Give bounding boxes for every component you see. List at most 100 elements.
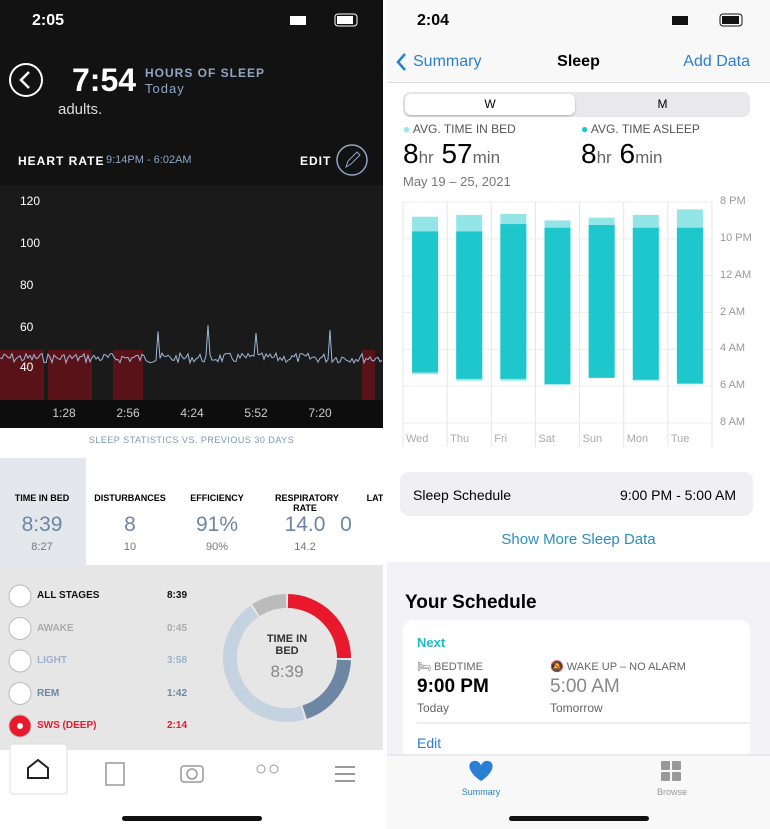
home-indicator [509,816,649,821]
y-tick-label: 40 [20,360,34,374]
heart-axis-bg [0,400,383,428]
camera-icon[interactable] [180,765,204,783]
stat-label: TIME IN BED [14,493,70,503]
stat-label: RESPIRATORY RATE [275,493,339,513]
in-bed-label-text: AVG. TIME IN BED [412,122,516,136]
donut-segment [252,594,287,617]
heart-rate-line [0,325,383,365]
wake-label-text: WAKE UP – NO ALARM [566,661,686,673]
stat-label: LAT [366,493,383,503]
stage-name: REM [37,687,60,699]
stat-pointer [38,565,58,573]
y-tick-label: 8 PM [720,195,746,207]
stat-previous: 14.2 [294,541,316,553]
journal-icon[interactable] [105,762,125,786]
team-icon[interactable] [256,764,266,774]
signal-icon [290,16,306,25]
tab-summary[interactable]: Summary [461,787,501,797]
stage-name: AWAKE [37,622,74,634]
stat-value: 0 [340,513,352,536]
y-tick-label: 4 AM [720,342,746,355]
schedule-value: 9:00 PM - 5:00 AM [620,487,736,503]
browse-icon-3 [661,772,670,781]
minutes: 6 [619,138,636,169]
segment-m[interactable]: M [657,97,668,111]
camera-lens [186,768,198,780]
active-stat-bg [0,458,86,565]
back-arrow [19,71,30,89]
asleep-bar [544,227,571,385]
battery-level [722,16,739,24]
menu-icon[interactable] [335,766,355,782]
y-tick-label: 80 [20,278,34,292]
asleep-value: 8hr 6min [581,138,662,170]
stat-value: 8:39 [21,513,63,536]
back-link[interactable]: Summary [413,53,482,70]
right-graphics [387,13,770,829]
asleep-label-text: AVG. TIME ASLEEP [590,122,700,136]
y-tick-label: 120 [20,194,41,208]
team-icon-2 [269,764,279,774]
day-label: Tue [670,433,690,445]
y-tick-label: 10 PM [720,231,752,244]
stage-name: ALL STAGES [37,590,100,601]
day-label: Thu [450,433,470,445]
stage-duration: 2:14 [166,720,187,731]
edit-label[interactable]: EDIT [300,154,332,168]
add-data[interactable]: Add Data [683,53,750,70]
y-tick-label: 12 AM [720,268,752,281]
status-time: 2:05 [32,12,65,29]
browse-icon[interactable] [661,761,670,770]
schedule-card [403,620,750,760]
more-link[interactable]: Show More Sleep Data [501,531,656,548]
heart-rate-title: HEART RATE [18,154,105,168]
minutes: 57 [441,138,473,169]
nav-bar [387,0,770,83]
stage-radio[interactable] [8,649,32,673]
radio-dot [17,723,23,729]
stat-value: 8 [124,513,136,536]
donut-segment [287,594,351,659]
unit: min [635,148,663,167]
segment-w[interactable]: W [405,94,575,115]
stat-value: 91% [195,513,239,536]
left-graphics [0,13,383,829]
edit-button[interactable] [336,144,368,176]
status-time: 2:04 [417,12,450,29]
stage-radio[interactable] [8,584,32,608]
schedule-row-bg [400,472,753,516]
hours: 8 [581,138,597,169]
text-fragment: adults. [58,101,103,118]
deep-sleep-band [48,350,92,400]
donut-segment [302,659,351,719]
donut-segment [223,605,305,722]
stage-name: LIGHT [37,655,67,666]
wake-label: 🔕 WAKE UP – NO ALARM [550,661,686,673]
date-range: May 19 – 25, 2021 [403,174,511,189]
day-label: Sun [582,433,603,445]
home-tab[interactable] [9,743,68,795]
stat-label: EFFICIENCY [190,493,244,503]
bedtime-label: 🛏 BEDTIME [417,661,483,673]
stage-radio[interactable] [8,682,32,705]
donut-value: 8:39 [270,662,304,681]
day-label: Mon [626,433,649,445]
unit: min [472,148,501,167]
wake-day: Tomorrow [550,701,603,715]
asleep-label: ● AVG. TIME ASLEEP [581,122,700,136]
unit: hr [596,148,612,167]
day-label: Fri [494,433,508,445]
edit-link[interactable]: Edit [417,735,442,751]
asleep-bar [412,231,439,373]
bedtime-day: Today [417,701,450,715]
back-button[interactable] [9,63,43,97]
heart-icon[interactable] [469,760,493,781]
tab-browse[interactable]: Browse [656,787,687,797]
stage-radio[interactable] [8,617,32,640]
stage-duration: 8:39 [166,590,187,601]
asleep-bar [500,224,527,379]
back-chevron [396,53,406,71]
caption-bg [0,428,383,458]
deep-sleep-band [362,350,375,400]
